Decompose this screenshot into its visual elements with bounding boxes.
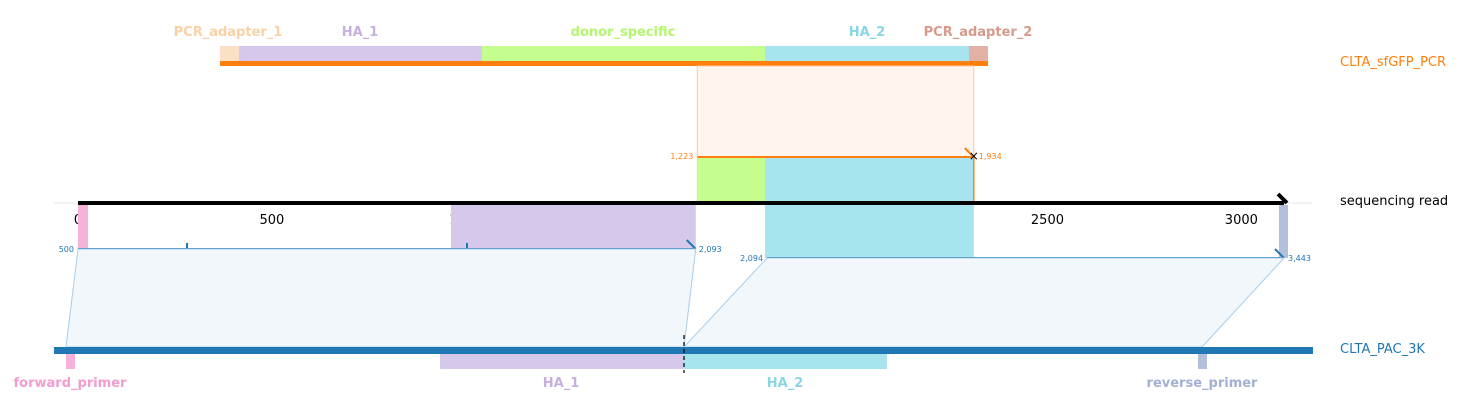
alignment-start-label-blue-1: 500 (59, 245, 74, 254)
track-name-bottom: CLTA_PAC_3K (1340, 342, 1425, 357)
read-block-reverse-primer (1279, 205, 1288, 258)
top-construct-bar (220, 61, 988, 66)
read-axis-tick-label: 2500 (1031, 213, 1064, 228)
read-axis-tick-label: 500 (259, 213, 284, 228)
bottom-feature-label-forward_primer: forward_primer (14, 376, 128, 391)
top-feature-label-donor_specific: donor_specific (571, 25, 676, 40)
top-feature-ha_2 (765, 46, 969, 61)
bottom-feature-label-ha_1: HA_1 (543, 376, 580, 391)
top-feature-pcr_adapter_2 (969, 46, 988, 61)
projection-band-blue-1 (66, 249, 696, 347)
top-feature-label-pcr_adapter_1: PCR_adapter_1 (174, 25, 283, 40)
alignment-end-label-blue-2: 3,443 (1288, 254, 1311, 263)
alignment-start-label-blue-2: 2,094 (740, 254, 763, 263)
read-block-donor-specific (697, 157, 765, 203)
alignment-end-label-orange: 1,934 (979, 152, 1002, 161)
top-feature-donor_specific (482, 46, 765, 61)
read-block-ha-1 (451, 205, 696, 249)
alignment-cut-mark: × (969, 149, 979, 163)
read-block-ha-2-top (765, 157, 974, 203)
track-name-read: sequencing read (1340, 194, 1448, 209)
read-block-ha-2-bottom (765, 205, 974, 258)
alignment-start-label-orange: 1,223 (670, 152, 693, 161)
alignment-end-label-blue-1: 2,093 (699, 245, 722, 254)
read-track-group: 1,2231,934×0500100015002000250030005002,… (54, 148, 1312, 263)
bottom-track-group (54, 249, 1313, 373)
top-feature-label-ha_2: HA_2 (849, 25, 886, 40)
top-feature-label-ha_1: HA_1 (342, 25, 379, 40)
top-feature-pcr_adapter_1 (220, 46, 239, 61)
top-feature-ha_1 (239, 46, 482, 61)
read-axis-tick-label: 3000 (1225, 213, 1258, 228)
bottom-feature-label-reverse_primer: reverse_primer (1147, 376, 1259, 391)
top-feature-label-pcr_adapter_2: PCR_adapter_2 (924, 25, 1033, 40)
read-block-forward-primer (78, 205, 88, 249)
projection-band-blue-2 (684, 258, 1284, 347)
bottom-feature-label-ha_2: HA_2 (767, 376, 804, 391)
track-name-top: CLTA_sfGFP_PCR (1340, 55, 1446, 70)
